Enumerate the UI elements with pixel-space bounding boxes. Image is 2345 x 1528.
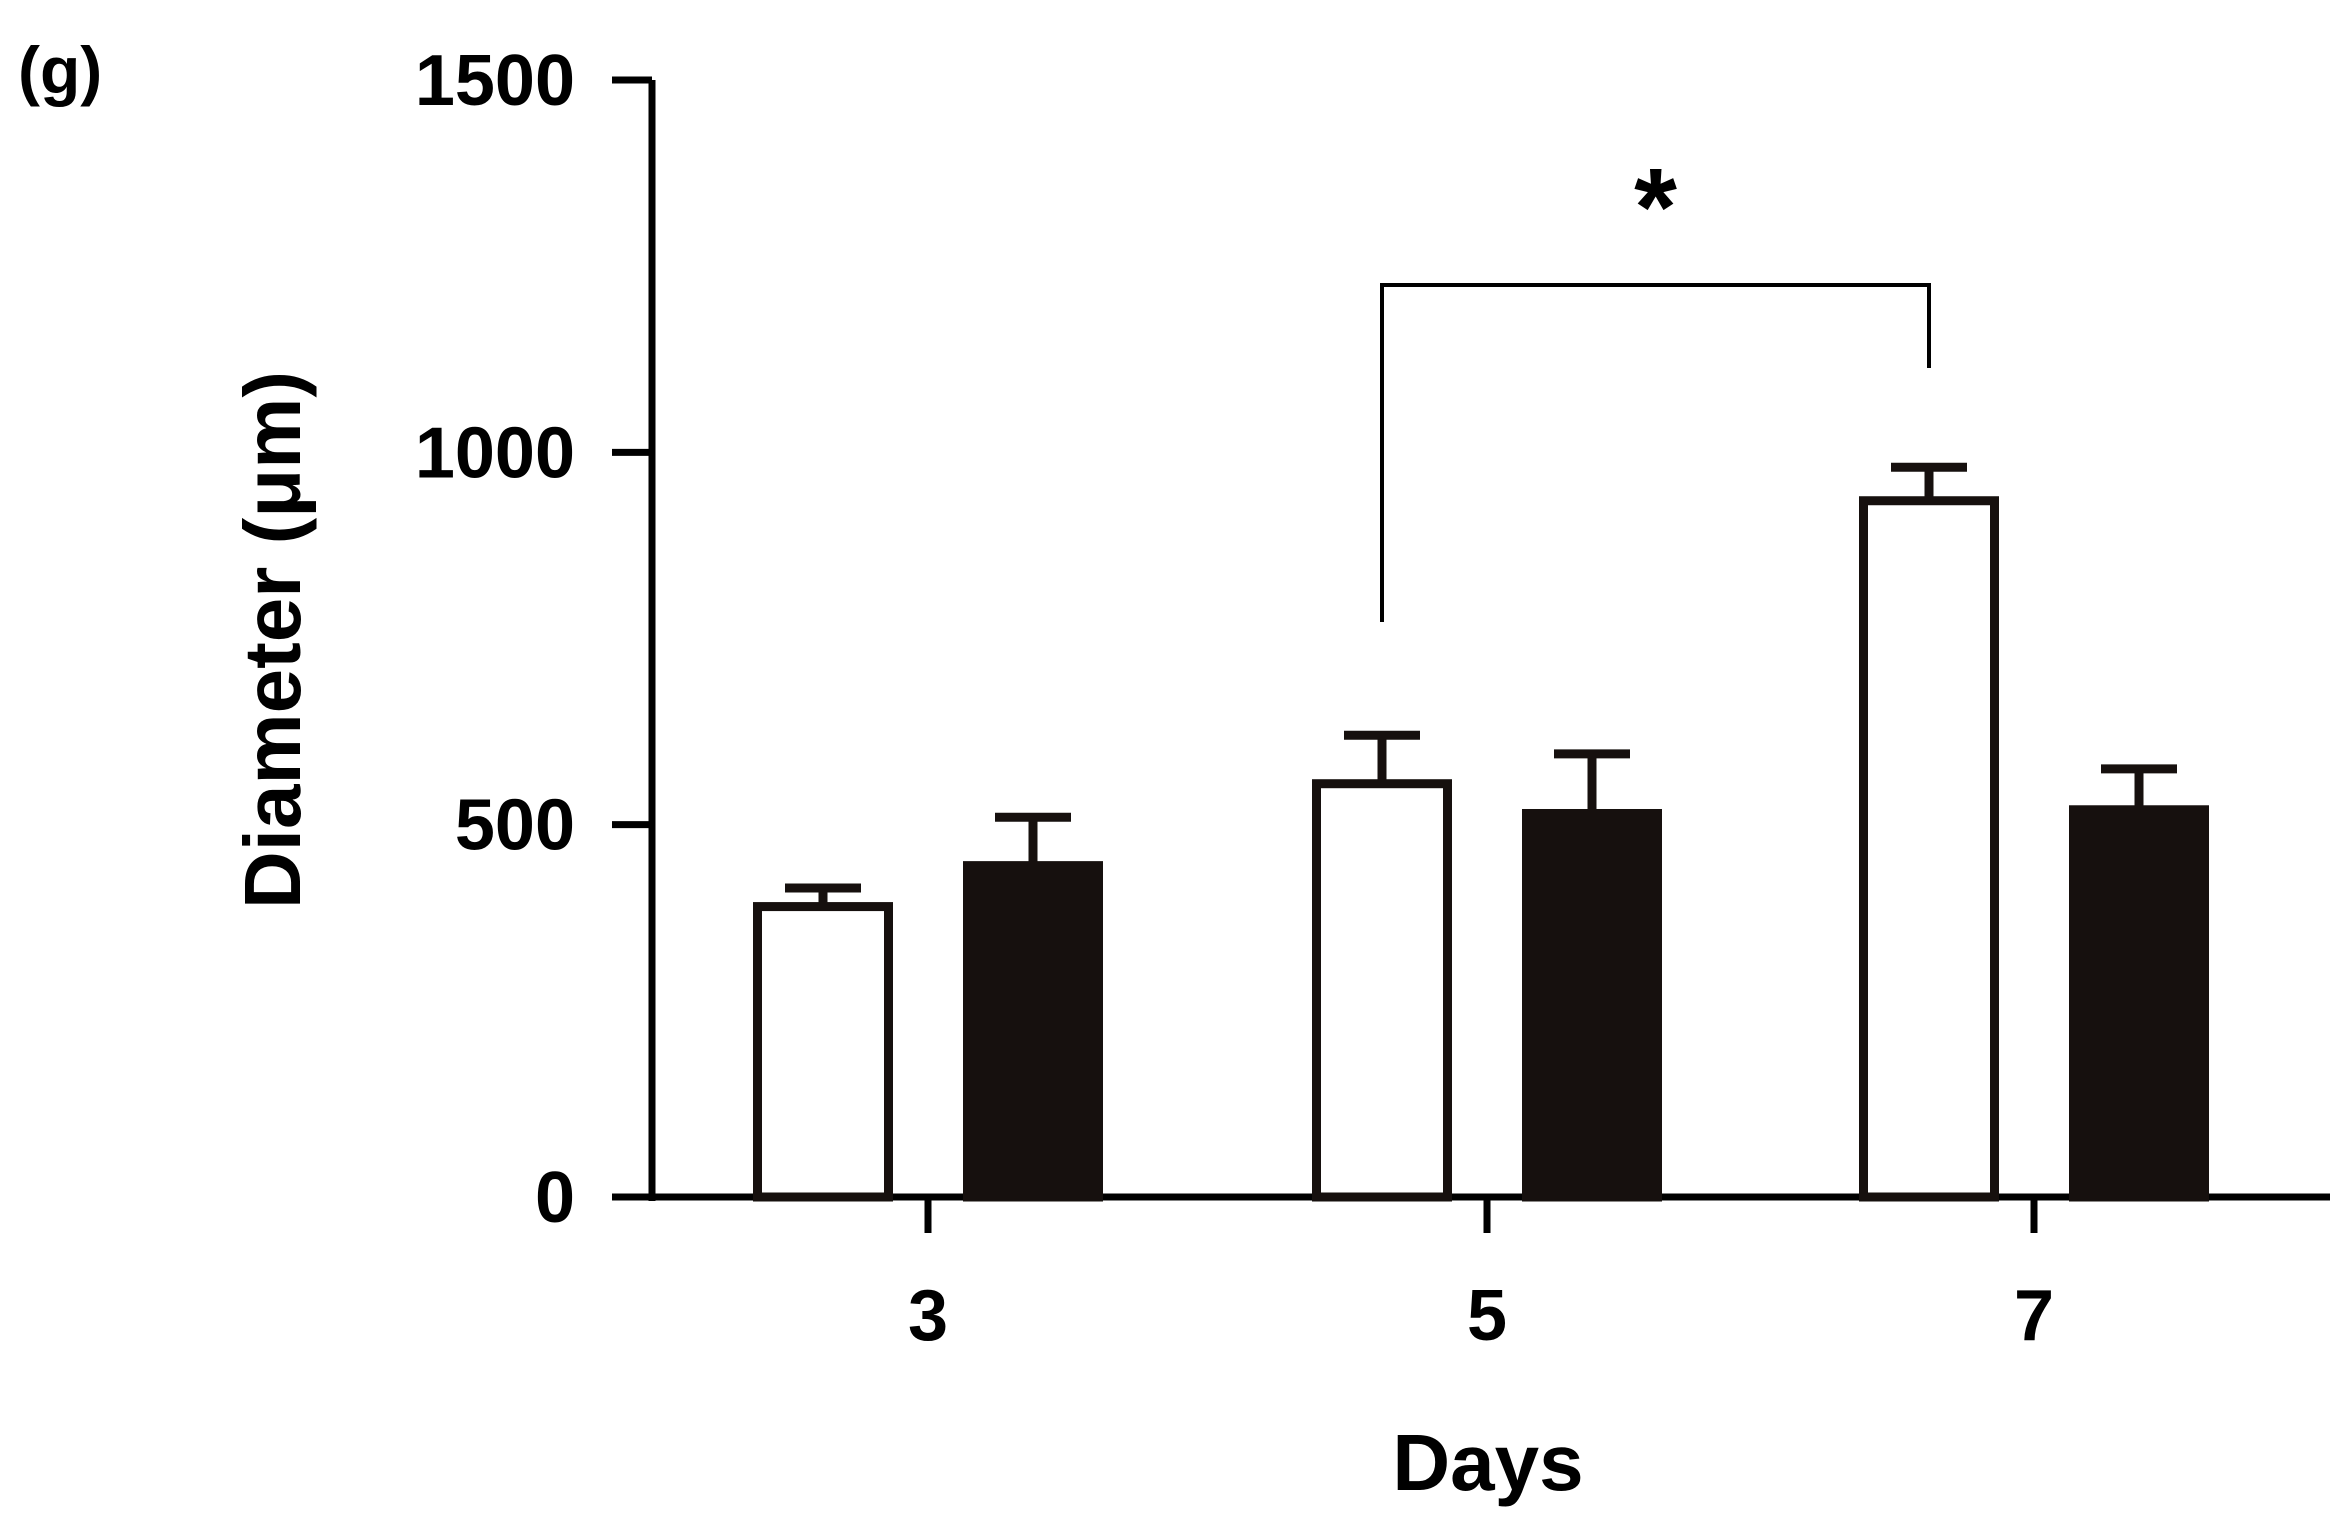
bar-series1-day-5 [1312,779,1452,1202]
bar-series2-day-7 [2069,805,2209,1202]
bar-series2-day-5 [1522,808,1662,1202]
y-tick-label-1500: 1500 [415,41,575,121]
y-axis-label: Diameter (μm) [228,371,317,909]
x-tick-label-7: 7 [2014,1276,2054,1356]
x-tick-label-5: 5 [1467,1276,1507,1356]
panel-label: (g) [18,33,102,107]
y-tick-label-1000: 1000 [415,413,575,493]
bar-series2-day-3 [963,861,1103,1202]
chart-marks: 0 500 1000 1500 3 5 7 * [415,41,2330,1356]
bar-series1-day-7 [1859,496,1999,1202]
significance-star-1: * [1634,146,1677,269]
y-tick-label-0: 0 [535,1158,575,1238]
significance-bracket-1 [1380,283,1931,622]
x-axis-label: Days [1392,1418,1583,1507]
x-tick-label-3: 3 [908,1276,948,1356]
bar-series1-day-3 [753,902,893,1202]
y-tick-label-500: 500 [455,786,575,866]
